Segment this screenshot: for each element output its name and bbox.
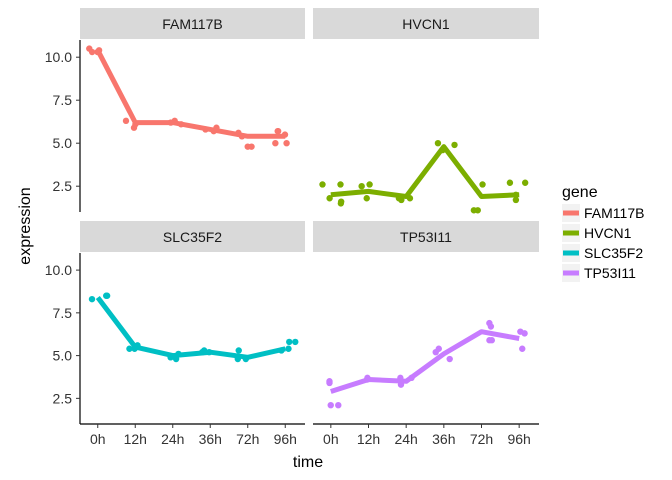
x-tick-label: 12h bbox=[124, 431, 147, 447]
data-point bbox=[327, 401, 334, 409]
y-axis: 2.5 5.0 7.5 10.0 bbox=[45, 253, 81, 424]
legend-item-slc35f2: SLC35F2 bbox=[562, 244, 643, 262]
panel-slc35f2: SLC35F2 bbox=[80, 221, 305, 363]
data-point bbox=[366, 181, 373, 188]
legend-label: SLC35F2 bbox=[584, 245, 643, 261]
y-tick-label: 2.5 bbox=[53, 390, 73, 406]
x-tick-label: 36h bbox=[199, 431, 222, 447]
x-axis: 0h 12h 24h 36h 72h 96h bbox=[80, 423, 305, 447]
data-point bbox=[88, 295, 96, 303]
data-point bbox=[337, 181, 344, 188]
data-point bbox=[470, 207, 478, 214]
x-axis: 0h 12h 24h 36h 72h 96h bbox=[313, 423, 539, 447]
y-tick-label: 10.0 bbox=[45, 49, 72, 65]
panel-tp53i11: TP53I11 bbox=[313, 221, 539, 409]
data-point bbox=[248, 143, 255, 150]
data-point bbox=[363, 195, 370, 202]
data-point bbox=[326, 379, 333, 387]
data-point bbox=[272, 140, 279, 147]
data-point bbox=[451, 141, 458, 149]
facet-strip-label: TP53I11 bbox=[400, 229, 452, 245]
y-axis-title: expression bbox=[17, 187, 34, 264]
y-axis: 2.5 5.0 7.5 10.0 bbox=[45, 40, 81, 212]
y-tick-label: 2.5 bbox=[53, 178, 73, 194]
x-tick-label: 36h bbox=[432, 431, 455, 447]
data-point bbox=[446, 355, 453, 363]
x-tick-label: 12h bbox=[357, 431, 380, 447]
data-point bbox=[319, 181, 326, 188]
data-point bbox=[519, 345, 526, 352]
data-point bbox=[235, 347, 242, 354]
data-point bbox=[335, 401, 342, 409]
y-tick-label: 7.5 bbox=[53, 92, 73, 108]
data-point bbox=[283, 140, 290, 147]
facet-panels: FAM117B HVCN1 SLC35F2 TP53I11 bbox=[80, 8, 539, 409]
legend-label: FAM117B bbox=[584, 205, 644, 221]
data-point bbox=[479, 181, 486, 188]
panel-fam117b: FAM117B bbox=[80, 8, 305, 150]
x-tick-label: 0h bbox=[323, 431, 339, 447]
x-tick-label: 72h bbox=[236, 431, 259, 447]
data-point bbox=[521, 179, 529, 186]
series-line-fam117b bbox=[95, 49, 286, 139]
data-point bbox=[506, 179, 514, 186]
y-tick-label: 5.0 bbox=[53, 135, 73, 151]
data-point bbox=[434, 140, 442, 147]
x-tick-label: 96h bbox=[274, 431, 297, 447]
legend-label: TP53I11 bbox=[584, 265, 636, 281]
data-point bbox=[486, 337, 493, 344]
legend: gene FAM117B HVCN1 SLC35F2 TP53I11 bbox=[562, 184, 644, 282]
y-tick-label: 10.0 bbox=[45, 262, 72, 278]
data-point bbox=[274, 127, 282, 135]
data-point bbox=[337, 200, 345, 207]
facet-strip bbox=[313, 8, 539, 39]
data-point bbox=[292, 338, 299, 346]
x-tick-label: 96h bbox=[507, 431, 530, 447]
data-point bbox=[435, 345, 442, 352]
facet-strip-label: SLC35F2 bbox=[163, 229, 222, 245]
data-point bbox=[517, 328, 524, 335]
legend-item-hvcn1: HVCN1 bbox=[562, 224, 632, 242]
y-tick-label: 5.0 bbox=[53, 348, 73, 364]
x-tick-label: 24h bbox=[394, 431, 417, 447]
facet-strip-label: FAM117B bbox=[162, 16, 222, 32]
facet-strip bbox=[80, 221, 305, 252]
data-point bbox=[286, 338, 293, 346]
data-point bbox=[487, 323, 495, 330]
legend-item-fam117b: FAM117B bbox=[562, 204, 644, 222]
legend-item-tp53i11: TP53I11 bbox=[562, 264, 636, 282]
data-point bbox=[512, 196, 520, 204]
series-line-tp53i11 bbox=[330, 329, 520, 394]
data-point bbox=[122, 117, 130, 125]
data-point bbox=[285, 345, 292, 352]
y-tick-label: 7.5 bbox=[53, 305, 73, 321]
series-line-hvcn1 bbox=[330, 144, 520, 199]
x-axis-title: time bbox=[293, 454, 323, 471]
facet-strip-label: HVCN1 bbox=[402, 16, 450, 32]
legend-label: HVCN1 bbox=[584, 225, 632, 241]
legend-title: gene bbox=[562, 184, 598, 201]
facet-strip bbox=[80, 8, 305, 39]
data-point bbox=[126, 345, 133, 352]
panel-hvcn1: HVCN1 bbox=[313, 8, 539, 214]
y-axes: 2.5 5.0 7.5 10.0 2.5 5.0 7.5 10.0 bbox=[45, 40, 81, 424]
data-point bbox=[358, 183, 365, 190]
series-line-slc35f2 bbox=[95, 295, 286, 360]
data-point bbox=[103, 292, 110, 299]
x-tick-label: 72h bbox=[470, 431, 493, 447]
x-tick-label: 24h bbox=[161, 431, 184, 447]
x-tick-label: 0h bbox=[90, 431, 106, 447]
x-axes: 0h 12h 24h 36h 72h 96h 0h 12h 24h 36h 72h 96h bbox=[80, 423, 539, 447]
data-point bbox=[88, 48, 96, 56]
facet-strip bbox=[313, 221, 539, 252]
